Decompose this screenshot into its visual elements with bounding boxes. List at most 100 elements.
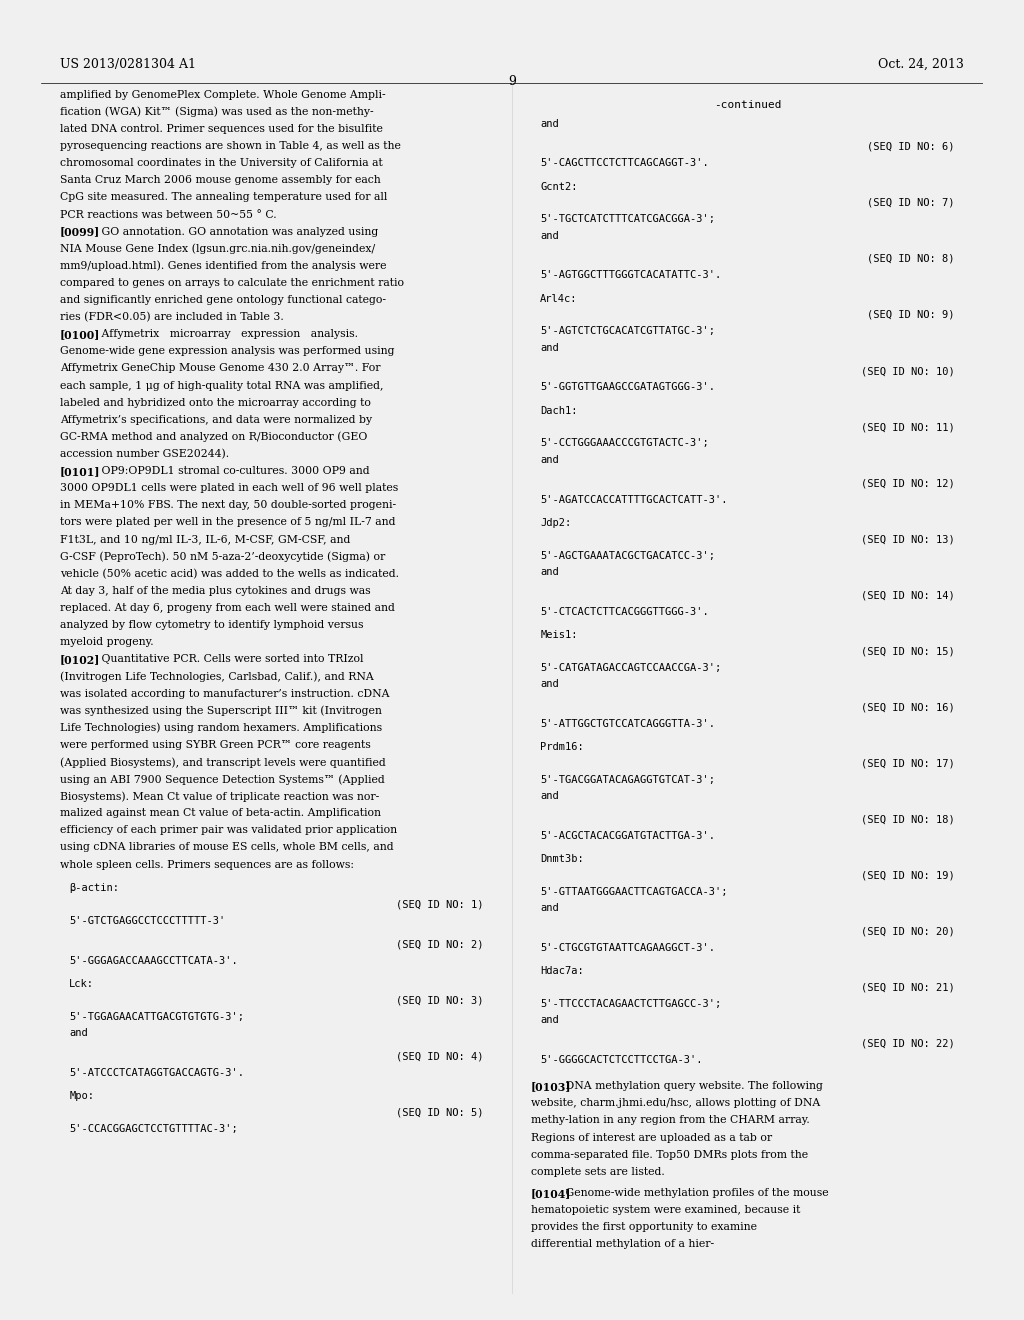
Text: (SEQ ID NO: 5): (SEQ ID NO: 5)	[396, 1107, 483, 1117]
Text: efficiency of each primer pair was validated prior application: efficiency of each primer pair was valid…	[59, 825, 397, 836]
Text: accession number GSE20244).: accession number GSE20244).	[59, 449, 229, 459]
Text: NIA Mouse Gene Index (lgsun.grc.nia.nih.gov/geneindex/: NIA Mouse Gene Index (lgsun.grc.nia.nih.…	[59, 244, 375, 255]
Text: 5'-GGGAGACCAAAGCCTTCATA-3'.: 5'-GGGAGACCAAAGCCTTCATA-3'.	[70, 956, 238, 965]
Text: whole spleen cells. Primers sequences are as follows:: whole spleen cells. Primers sequences ar…	[59, 859, 354, 870]
Text: Gcnt2:: Gcnt2:	[541, 182, 578, 191]
Text: Affymetrix   microarray   expression   analysis.: Affymetrix microarray expression analysi…	[91, 329, 358, 339]
Text: -continued: -continued	[714, 100, 781, 110]
Text: G-CSF (PeproTech). 50 nM 5-aza-2’-deoxycytide (Sigma) or: G-CSF (PeproTech). 50 nM 5-aza-2’-deoxyc…	[59, 552, 385, 562]
Text: [0099]: [0099]	[59, 227, 100, 238]
Text: DNA methylation query website. The following: DNA methylation query website. The follo…	[562, 1081, 823, 1092]
Text: was isolated according to manufacturer’s instruction. cDNA: was isolated according to manufacturer’s…	[59, 689, 389, 698]
Text: Santa Cruz March 2006 mouse genome assembly for each: Santa Cruz March 2006 mouse genome assem…	[59, 176, 381, 185]
Text: (SEQ ID NO: 8): (SEQ ID NO: 8)	[867, 253, 954, 264]
Text: pyrosequencing reactions are shown in Table 4, as well as the: pyrosequencing reactions are shown in Ta…	[59, 141, 400, 150]
Text: analyzed by flow cytometry to identify lymphoid versus: analyzed by flow cytometry to identify l…	[59, 620, 364, 630]
Text: mm9/upload.html). Genes identified from the analysis were: mm9/upload.html). Genes identified from …	[59, 261, 386, 272]
Text: malized against mean Ct value of beta-actin. Amplification: malized against mean Ct value of beta-ac…	[59, 808, 381, 818]
Text: fication (WGA) Kit™ (Sigma) was used as the non-methy-: fication (WGA) Kit™ (Sigma) was used as …	[59, 107, 374, 117]
Text: 5'-ATTGGCTGTCCATCAGGGTTA-3'.: 5'-ATTGGCTGTCCATCAGGGTTA-3'.	[541, 718, 715, 729]
Text: (SEQ ID NO: 14): (SEQ ID NO: 14)	[861, 590, 954, 601]
Text: (SEQ ID NO: 12): (SEQ ID NO: 12)	[861, 478, 954, 488]
Text: (SEQ ID NO: 6): (SEQ ID NO: 6)	[867, 143, 954, 152]
Text: (SEQ ID NO: 15): (SEQ ID NO: 15)	[861, 645, 954, 656]
Text: Dach1:: Dach1:	[541, 405, 578, 416]
Text: OP9:OP9DL1 stromal co-cultures. 3000 OP9 and: OP9:OP9DL1 stromal co-cultures. 3000 OP9…	[91, 466, 370, 477]
Text: chromosomal coordinates in the University of California at: chromosomal coordinates in the Universit…	[59, 158, 383, 168]
Text: Prdm16:: Prdm16:	[541, 742, 584, 751]
Text: (SEQ ID NO: 10): (SEQ ID NO: 10)	[861, 366, 954, 376]
Text: and: and	[70, 1028, 88, 1038]
Text: 5'-ATCCCTCATAGGTGACCAGTG-3'.: 5'-ATCCCTCATAGGTGACCAGTG-3'.	[70, 1068, 244, 1077]
Text: 9: 9	[508, 74, 516, 87]
Text: 5'-CCTGGGAAACCCGTGTACTC-3';: 5'-CCTGGGAAACCCGTGTACTC-3';	[541, 438, 709, 449]
Text: Lck:: Lck:	[70, 978, 94, 989]
Text: and: and	[541, 568, 559, 577]
Text: Biosystems). Mean Ct value of triplicate reaction was nor-: Biosystems). Mean Ct value of triplicate…	[59, 791, 379, 801]
Text: (SEQ ID NO: 13): (SEQ ID NO: 13)	[861, 535, 954, 544]
Text: labeled and hybridized onto the microarray according to: labeled and hybridized onto the microarr…	[59, 397, 371, 408]
Text: CpG site measured. The annealing temperature used for all: CpG site measured. The annealing tempera…	[59, 193, 387, 202]
Text: Hdac7a:: Hdac7a:	[541, 966, 584, 975]
Text: GC-RMA method and analyzed on R/Bioconductor (GEO: GC-RMA method and analyzed on R/Biocondu…	[59, 432, 368, 442]
Text: methy-lation in any region from the CHARM array.: methy-lation in any region from the CHAR…	[530, 1115, 810, 1126]
Text: [0103]: [0103]	[530, 1081, 571, 1092]
Text: Dnmt3b:: Dnmt3b:	[541, 854, 584, 863]
Text: Quantitative PCR. Cells were sorted into TRIzol: Quantitative PCR. Cells were sorted into…	[91, 655, 364, 664]
Text: and: and	[541, 231, 559, 242]
Text: Life Technologies) using random hexamers. Amplifications: Life Technologies) using random hexamers…	[59, 723, 382, 734]
Text: vehicle (50% acetic acid) was added to the wells as indicated.: vehicle (50% acetic acid) was added to t…	[59, 569, 398, 579]
Text: (Applied Biosystems), and transcript levels were quantified: (Applied Biosystems), and transcript lev…	[59, 756, 386, 767]
Text: Jdp2:: Jdp2:	[541, 517, 571, 528]
Text: (SEQ ID NO: 18): (SEQ ID NO: 18)	[861, 814, 954, 824]
Text: 5'-CTCACTCTTCACGGGTTGGG-3'.: 5'-CTCACTCTTCACGGGTTGGG-3'.	[541, 606, 709, 616]
Text: using cDNA libraries of mouse ES cells, whole BM cells, and: using cDNA libraries of mouse ES cells, …	[59, 842, 393, 853]
Text: [0101]: [0101]	[59, 466, 100, 477]
Text: (SEQ ID NO: 20): (SEQ ID NO: 20)	[861, 927, 954, 936]
Text: GO annotation. GO annotation was analyzed using: GO annotation. GO annotation was analyze…	[91, 227, 378, 236]
Text: US 2013/0281304 A1: US 2013/0281304 A1	[59, 58, 196, 71]
Text: (SEQ ID NO: 21): (SEQ ID NO: 21)	[861, 982, 954, 993]
Text: (Invitrogen Life Technologies, Carlsbad, Calif.), and RNA: (Invitrogen Life Technologies, Carlsbad,…	[59, 672, 374, 682]
Text: and significantly enriched gene ontology functional catego-: and significantly enriched gene ontology…	[59, 296, 386, 305]
Text: tors were plated per well in the presence of 5 ng/ml IL-7 and: tors were plated per well in the presenc…	[59, 517, 395, 528]
Text: Mpo:: Mpo:	[70, 1090, 94, 1101]
Text: comma-separated file. Top50 DMRs plots from the: comma-separated file. Top50 DMRs plots f…	[530, 1150, 808, 1160]
Text: and: and	[541, 791, 559, 801]
Text: [0100]: [0100]	[59, 329, 100, 341]
Text: 5'-CTGCGTGTAATTCAGAAGGCT-3'.: 5'-CTGCGTGTAATTCAGAAGGCT-3'.	[541, 942, 715, 953]
Text: (SEQ ID NO: 7): (SEQ ID NO: 7)	[867, 198, 954, 209]
Text: differential methylation of a hier-: differential methylation of a hier-	[530, 1239, 714, 1249]
Text: 5'-CCACGGAGCTCCTGTTTTAC-3';: 5'-CCACGGAGCTCCTGTTTTAC-3';	[70, 1123, 238, 1134]
Text: (SEQ ID NO: 17): (SEQ ID NO: 17)	[861, 758, 954, 768]
Text: Meis1:: Meis1:	[541, 630, 578, 640]
Text: compared to genes on arrays to calculate the enrichment ratio: compared to genes on arrays to calculate…	[59, 279, 403, 288]
Text: At day 3, half of the media plus cytokines and drugs was: At day 3, half of the media plus cytokin…	[59, 586, 371, 595]
Text: 5'-GTCTGAGGCCTCCCTTTTT-3': 5'-GTCTGAGGCCTCCCTTTTT-3'	[70, 916, 225, 925]
Text: lated DNA control. Primer sequences used for the bisulfite: lated DNA control. Primer sequences used…	[59, 124, 383, 133]
Text: 5'-TGGAGAACATTGACGTGTGTG-3';: 5'-TGGAGAACATTGACGTGTGTG-3';	[70, 1011, 244, 1022]
Text: [0102]: [0102]	[59, 655, 100, 665]
Text: Regions of interest are uploaded as a tab or: Regions of interest are uploaded as a ta…	[530, 1133, 772, 1143]
Text: 5'-TTCCCTACAGAACTCTTGAGCC-3';: 5'-TTCCCTACAGAACTCTTGAGCC-3';	[541, 999, 722, 1008]
Text: and: and	[541, 1015, 559, 1026]
Text: PCR reactions was between 50~55 ° C.: PCR reactions was between 50~55 ° C.	[59, 210, 276, 219]
Text: 5'-GTTAATGGGAACTTCAGTGACCA-3';: 5'-GTTAATGGGAACTTCAGTGACCA-3';	[541, 887, 728, 896]
Text: were performed using SYBR Green PCR™ core reagents: were performed using SYBR Green PCR™ cor…	[59, 739, 371, 750]
Text: (SEQ ID NO: 16): (SEQ ID NO: 16)	[861, 702, 954, 711]
Text: 5'-AGATCCACCATTTTGCACTCATT-3'.: 5'-AGATCCACCATTTTGCACTCATT-3'.	[541, 495, 728, 504]
Text: (SEQ ID NO: 11): (SEQ ID NO: 11)	[861, 422, 954, 432]
Text: 5'-TGCTCATCTTTCATCGACGGA-3';: 5'-TGCTCATCTTTCATCGACGGA-3';	[541, 214, 715, 224]
Text: and: and	[541, 343, 559, 352]
Text: F1t3L, and 10 ng/ml IL-3, IL-6, M-CSF, GM-CSF, and: F1t3L, and 10 ng/ml IL-3, IL-6, M-CSF, G…	[59, 535, 350, 545]
Text: 5'-GGGGCACTCTCCTTCCTGA-3'.: 5'-GGGGCACTCTCCTTCCTGA-3'.	[541, 1055, 702, 1065]
Text: amplified by GenomePlex Complete. Whole Genome Ampli-: amplified by GenomePlex Complete. Whole …	[59, 90, 385, 100]
Text: Arl4c:: Arl4c:	[541, 293, 578, 304]
Text: ries (FDR<0.05) are included in Table 3.: ries (FDR<0.05) are included in Table 3.	[59, 312, 284, 322]
Text: and: and	[541, 903, 559, 913]
Text: (SEQ ID NO: 19): (SEQ ID NO: 19)	[861, 870, 954, 880]
Text: 5'-AGTCTCTGCACATCGTTATGC-3';: 5'-AGTCTCTGCACATCGTTATGC-3';	[541, 326, 715, 337]
Text: Affymetrix GeneChip Mouse Genome 430 2.0 Array™. For: Affymetrix GeneChip Mouse Genome 430 2.0…	[59, 363, 380, 374]
Text: 5'-CAGCTTCCTCTTCAGCAGGT-3'.: 5'-CAGCTTCCTCTTCAGCAGGT-3'.	[541, 158, 709, 169]
Text: using an ABI 7900 Sequence Detection Systems™ (Applied: using an ABI 7900 Sequence Detection Sys…	[59, 774, 385, 784]
